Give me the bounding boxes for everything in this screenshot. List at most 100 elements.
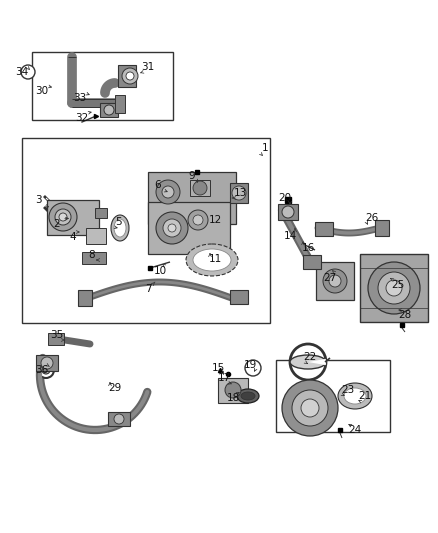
Text: 21: 21 — [358, 391, 371, 401]
Ellipse shape — [237, 389, 259, 403]
Bar — [148, 202, 230, 254]
Circle shape — [114, 414, 124, 424]
Bar — [47, 200, 99, 235]
Circle shape — [55, 209, 71, 225]
Circle shape — [232, 186, 246, 200]
Bar — [303, 255, 321, 269]
Circle shape — [156, 180, 180, 204]
Text: 17: 17 — [217, 373, 231, 383]
Ellipse shape — [290, 355, 326, 369]
Text: 11: 11 — [208, 254, 222, 264]
Bar — [78, 290, 92, 306]
Text: 3: 3 — [35, 195, 41, 205]
Bar — [315, 222, 333, 236]
Text: 31: 31 — [141, 62, 155, 72]
Text: 20: 20 — [279, 193, 292, 203]
Bar — [148, 172, 236, 224]
Circle shape — [378, 272, 410, 304]
Bar — [230, 183, 248, 203]
Text: 26: 26 — [365, 213, 378, 223]
Text: 28: 28 — [399, 310, 412, 320]
Text: 29: 29 — [108, 383, 122, 393]
Bar — [360, 254, 428, 322]
Text: 19: 19 — [244, 360, 257, 370]
Circle shape — [193, 215, 203, 225]
Text: 34: 34 — [15, 67, 28, 77]
Text: 16: 16 — [301, 243, 314, 253]
Text: 10: 10 — [153, 266, 166, 276]
Bar — [100, 103, 118, 117]
Circle shape — [59, 213, 67, 221]
Text: 35: 35 — [50, 330, 64, 340]
Circle shape — [126, 72, 134, 80]
Circle shape — [41, 357, 53, 369]
Bar — [190, 180, 210, 196]
Text: 25: 25 — [392, 280, 405, 290]
Text: 23: 23 — [341, 385, 355, 395]
Text: 1: 1 — [261, 143, 268, 153]
Bar — [218, 378, 248, 403]
Circle shape — [162, 186, 174, 198]
Ellipse shape — [338, 383, 372, 409]
Text: 33: 33 — [74, 93, 87, 103]
Text: 9: 9 — [189, 171, 195, 181]
Circle shape — [225, 382, 241, 398]
Circle shape — [323, 269, 347, 293]
Bar — [316, 262, 354, 300]
Text: 4: 4 — [70, 232, 76, 242]
Text: 12: 12 — [208, 215, 222, 225]
Circle shape — [368, 262, 420, 314]
Ellipse shape — [111, 215, 129, 241]
Bar — [48, 333, 64, 345]
Bar — [86, 228, 106, 244]
Text: 36: 36 — [35, 365, 49, 375]
Text: 22: 22 — [304, 352, 317, 362]
Circle shape — [38, 362, 54, 378]
Bar — [108, 412, 130, 426]
Circle shape — [301, 399, 319, 417]
Circle shape — [290, 344, 326, 380]
Bar — [32, 52, 173, 120]
Bar — [276, 360, 390, 432]
Text: 15: 15 — [212, 363, 225, 373]
Circle shape — [329, 275, 341, 287]
Circle shape — [193, 181, 207, 195]
Text: 27: 27 — [323, 273, 337, 283]
Circle shape — [292, 390, 328, 426]
Bar — [375, 220, 389, 236]
Circle shape — [163, 219, 181, 237]
Ellipse shape — [186, 244, 238, 276]
Bar — [118, 65, 136, 87]
Wedge shape — [308, 359, 326, 365]
Circle shape — [245, 360, 261, 376]
Circle shape — [122, 68, 138, 84]
Bar — [278, 204, 298, 220]
Bar — [22, 138, 270, 323]
Circle shape — [104, 105, 114, 115]
Text: 32: 32 — [75, 113, 88, 123]
Circle shape — [188, 210, 208, 230]
Ellipse shape — [193, 249, 231, 271]
Text: 18: 18 — [226, 393, 240, 403]
Circle shape — [282, 380, 338, 436]
Text: 30: 30 — [35, 86, 49, 96]
Ellipse shape — [241, 392, 255, 400]
Text: 5: 5 — [115, 217, 121, 227]
Text: 14: 14 — [283, 231, 297, 241]
Circle shape — [282, 206, 294, 218]
Text: 24: 24 — [348, 425, 362, 435]
Text: 7: 7 — [145, 284, 151, 294]
Text: 8: 8 — [88, 250, 95, 260]
Bar — [115, 95, 125, 113]
Bar — [36, 355, 58, 371]
Circle shape — [49, 203, 77, 231]
Bar — [230, 290, 248, 304]
Text: 2: 2 — [54, 219, 60, 229]
Circle shape — [42, 366, 50, 374]
Ellipse shape — [114, 219, 126, 237]
Bar — [95, 208, 107, 218]
Circle shape — [21, 65, 35, 79]
Circle shape — [156, 212, 188, 244]
Circle shape — [168, 224, 176, 232]
Bar — [82, 252, 106, 264]
